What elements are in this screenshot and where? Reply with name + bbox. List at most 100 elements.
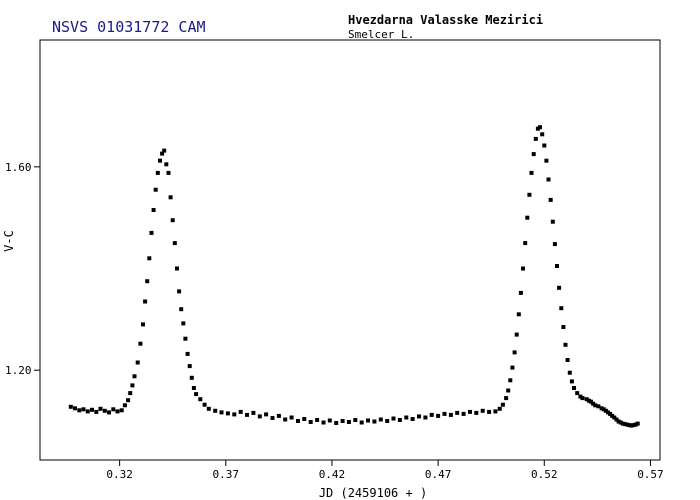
data-point [194, 392, 199, 397]
data-point [535, 126, 540, 131]
data-point [160, 151, 165, 156]
data-point [529, 170, 534, 175]
data-point [474, 410, 479, 415]
data-point [81, 407, 86, 412]
data-point [614, 417, 619, 422]
data-point [257, 414, 262, 419]
data-point [567, 370, 572, 375]
data-point [561, 325, 566, 329]
y-axis-ticks: 1.20 1.60 [5, 161, 40, 377]
data-point [185, 351, 190, 356]
data-point [346, 420, 351, 424]
data-point [385, 419, 390, 423]
data-point [102, 408, 107, 413]
data-point [518, 290, 523, 295]
data-point [198, 397, 203, 402]
data-point [155, 170, 160, 175]
data-point [548, 197, 553, 202]
data-point [153, 187, 158, 192]
data-point [111, 407, 116, 412]
data-point [162, 148, 167, 153]
data-point [601, 407, 606, 412]
data-point [202, 402, 207, 407]
data-point [544, 158, 549, 163]
observatory-label: Hvezdarna Valasske Mezirici [348, 13, 543, 27]
data-point [606, 410, 610, 415]
data-point [68, 404, 73, 409]
data-point [565, 358, 570, 362]
data-point [302, 417, 307, 421]
data-point [397, 418, 402, 422]
data-point [164, 162, 169, 167]
data-point [251, 410, 256, 415]
data-point [245, 412, 249, 417]
data-point [170, 218, 175, 223]
data-point [546, 177, 551, 182]
y-tick-label: 1.20 [5, 364, 32, 377]
data-point [635, 421, 640, 426]
data-point [128, 391, 133, 396]
x-tick-label: 0.32 [106, 468, 133, 481]
x-tick-label: 0.47 [425, 468, 452, 481]
data-point [359, 420, 364, 425]
data-point [238, 409, 243, 414]
data-point [584, 397, 589, 402]
data-point [181, 321, 186, 326]
data-point [538, 125, 542, 130]
data-point [283, 417, 288, 422]
data-point [175, 266, 179, 271]
data-point [569, 379, 574, 384]
data-point [264, 412, 269, 417]
data-point [321, 420, 326, 425]
data-point [533, 136, 538, 141]
data-point [177, 289, 182, 294]
data-point [610, 413, 615, 418]
data-point [480, 408, 485, 413]
data-point [506, 388, 511, 393]
data-point [168, 195, 173, 200]
data-point [599, 406, 604, 411]
data-point [417, 414, 421, 419]
data-point [225, 411, 230, 416]
data-point [591, 401, 596, 406]
data-point [497, 406, 502, 411]
data-point [586, 398, 591, 403]
data-point [179, 307, 184, 312]
data-point [138, 341, 143, 346]
data-point [166, 170, 171, 175]
data-point [578, 394, 583, 399]
data-point [629, 423, 634, 428]
data-point [596, 404, 601, 409]
data-point [523, 241, 528, 246]
data-point [487, 409, 492, 414]
data-point [126, 398, 131, 403]
data-point [213, 408, 218, 413]
data-point [73, 406, 77, 411]
x-tick-label: 0.37 [213, 468, 240, 481]
data-point [115, 409, 120, 414]
data-point [289, 415, 294, 420]
data-point [603, 408, 608, 413]
data-point [410, 417, 415, 421]
y-axis-label: V-C [2, 230, 16, 252]
data-point [552, 242, 557, 247]
data-point [158, 158, 162, 163]
data-point [90, 407, 94, 412]
data-point [98, 406, 103, 411]
data-points [68, 125, 640, 428]
data-point [500, 402, 505, 407]
data-point [633, 422, 638, 427]
x-tick-label: 0.57 [637, 468, 664, 481]
data-point [219, 410, 224, 415]
data-point [187, 364, 192, 369]
data-point [151, 208, 156, 212]
data-point [608, 411, 613, 416]
data-point [542, 143, 547, 148]
data-point [189, 375, 194, 380]
data-point [525, 215, 530, 220]
data-point [276, 413, 281, 418]
x-axis-label: JD (2459106 + ) [319, 486, 427, 500]
data-point [623, 422, 627, 427]
data-point [232, 412, 237, 417]
